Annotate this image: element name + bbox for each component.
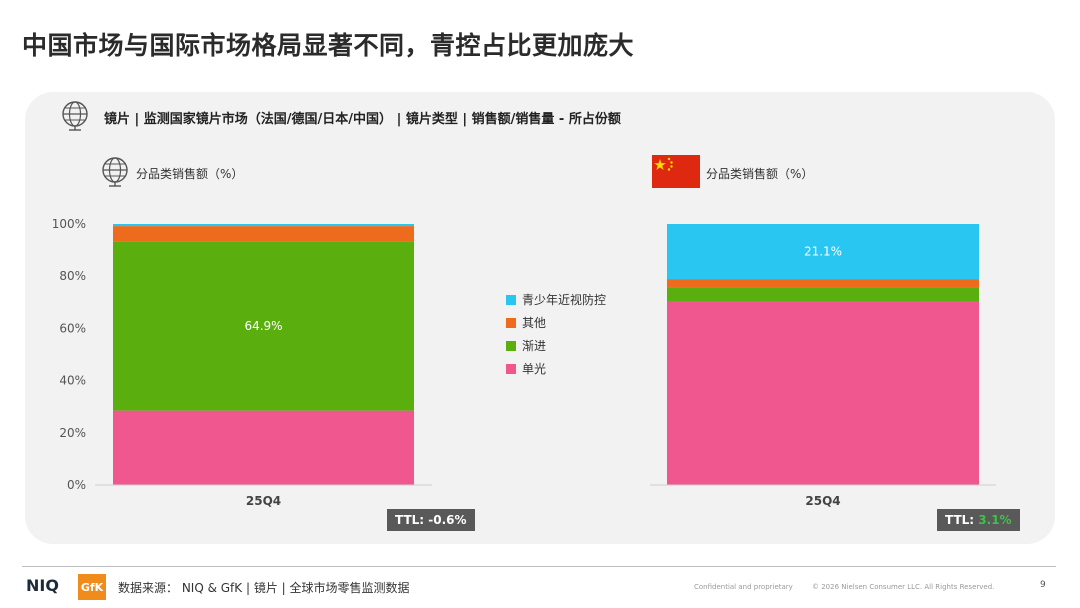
copyright: © 2026 Nielsen Consumer LLC. All Rights …	[812, 583, 995, 591]
legend-label: 青少年近视防控	[522, 293, 607, 307]
legend-label: 单光	[522, 362, 547, 376]
x-tick-label: 25Q4	[246, 494, 281, 508]
y-tick-label: 80%	[59, 269, 86, 283]
legend-swatch-youth	[506, 294, 516, 305]
data-label: 64.9%	[244, 319, 282, 333]
y-tick-label: 0%	[67, 478, 86, 492]
ttl-value: -0.6%	[428, 513, 467, 527]
globe-icon	[102, 157, 128, 187]
globe-icon	[62, 101, 88, 131]
page-number: 9	[1040, 580, 1046, 590]
bar-segment	[113, 410, 414, 485]
data-source: 数据来源： NIQ & GfK | 镜片 | 全球市场零售监测数据	[118, 581, 410, 595]
legend-swatch-progressive	[506, 340, 516, 351]
bar-segment	[113, 226, 414, 242]
ttl-label: TTL:	[395, 513, 429, 527]
chart-title-global: 分品类销售额（%）	[136, 167, 244, 181]
legend-label: 其他	[522, 316, 547, 330]
bar-segment	[667, 300, 979, 485]
bar-segment	[667, 287, 979, 301]
bar-segment	[113, 224, 414, 227]
bar-segment	[667, 224, 979, 280]
y-tick-label: 40%	[59, 374, 86, 388]
ttl-badge-global: TTL: -0.6%	[387, 509, 475, 531]
y-tick-label: 100%	[52, 217, 86, 231]
gfk-logo: GfK	[78, 574, 106, 600]
legend-item: 其他	[506, 311, 606, 334]
legend: 青少年近视防控 其他 渐进 单光	[506, 288, 606, 380]
ttl-badge-china: TTL: 3.1%	[937, 509, 1020, 531]
china-flag-icon	[652, 155, 700, 188]
legend-swatch-single	[506, 363, 516, 374]
x-tick-label: 25Q4	[805, 494, 840, 508]
bar-segment	[667, 279, 979, 288]
ttl-value: 3.1%	[978, 513, 1012, 527]
legend-item: 渐进	[506, 334, 606, 357]
confidential-note: Confidential and proprietary	[694, 583, 793, 591]
legend-item: 单光	[506, 357, 606, 380]
page-title: 中国市场与国际市场格局显著不同，青控占比更加庞大	[22, 31, 635, 60]
chart-subtitle: 镜片 | 监测国家镜片市场（法国/德国/日本/中国） | 镜片类型 | 销售额/…	[104, 112, 621, 127]
legend-label: 渐进	[522, 339, 547, 353]
y-tick-label: 20%	[59, 426, 86, 440]
legend-item: 青少年近视防控	[506, 288, 606, 311]
footer-divider	[22, 566, 1056, 567]
ttl-label: TTL:	[945, 513, 979, 527]
niq-logo: NIQ	[26, 576, 59, 595]
legend-swatch-other	[506, 317, 516, 328]
data-label: 21.1%	[804, 245, 842, 259]
bar-segment	[113, 241, 414, 411]
y-tick-label: 60%	[59, 321, 86, 335]
chart-title-china: 分品类销售额（%）	[706, 167, 814, 181]
